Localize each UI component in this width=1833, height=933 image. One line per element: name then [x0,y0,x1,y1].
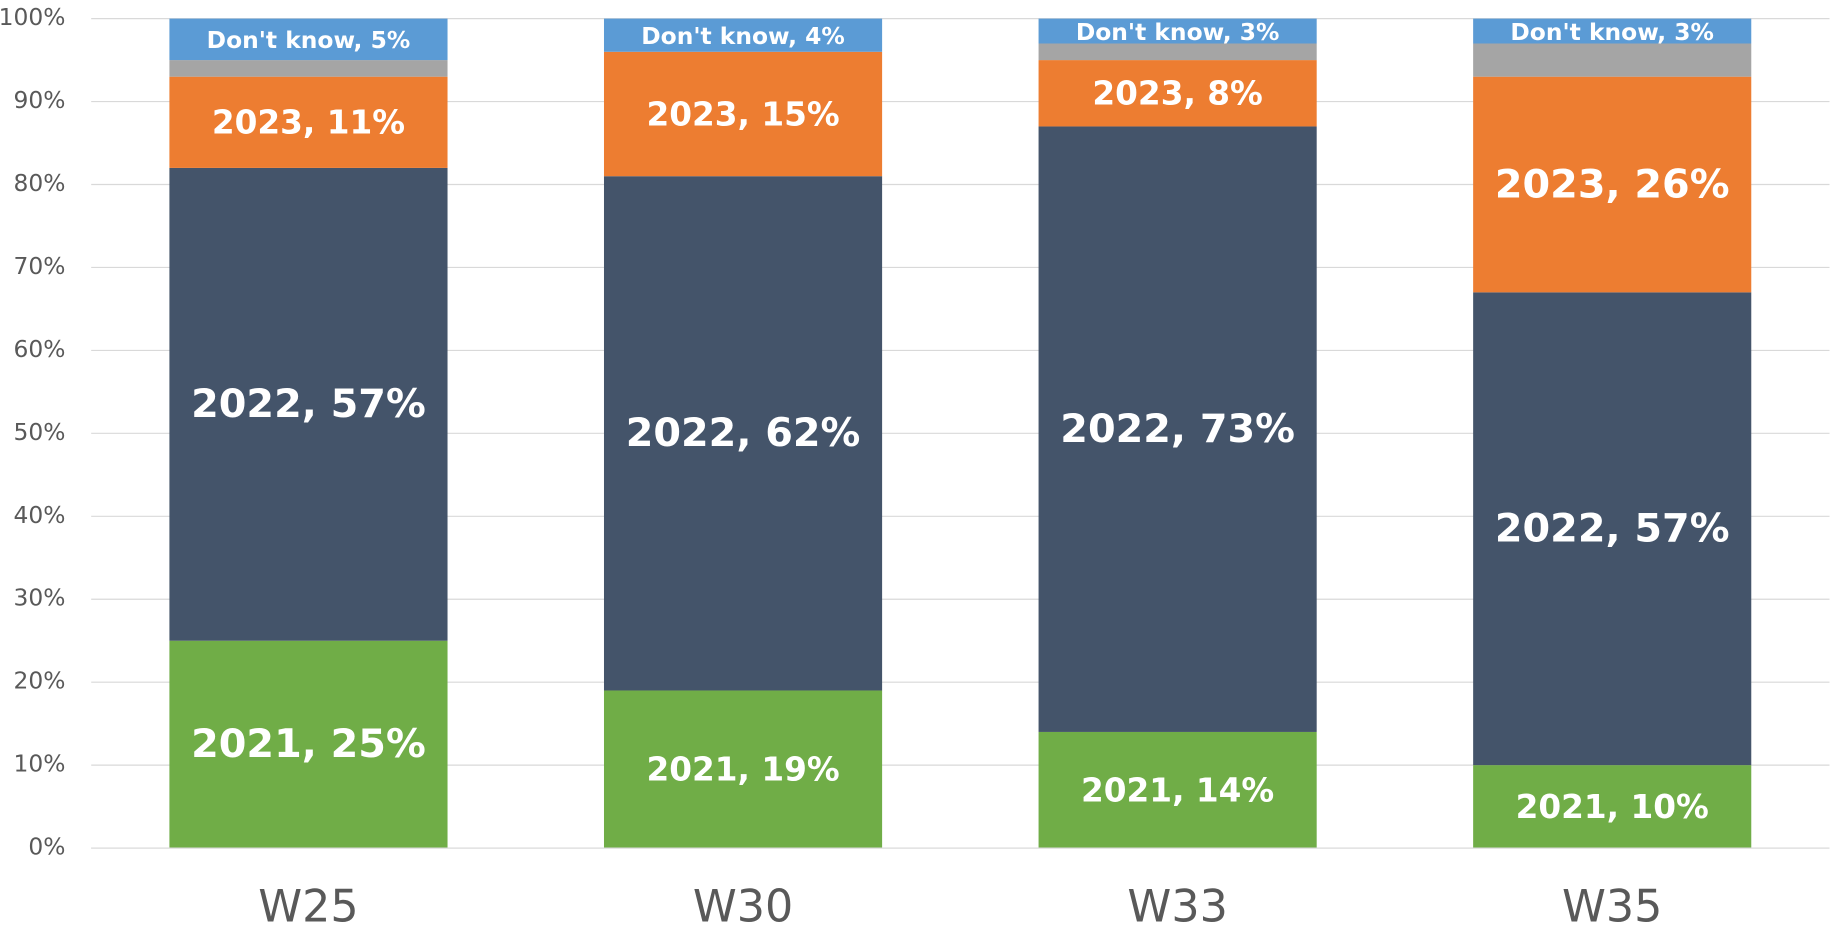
bar-segment [603,51,883,177]
data-label: Don't know, 5% [207,27,411,54]
bar-segment [603,176,883,691]
data-label: 2021, 10% [1516,788,1709,826]
bar-segment [1473,76,1752,293]
data-label: 2023, 11% [212,104,405,142]
x-tick-label: W33 [1127,882,1227,933]
y-tick-label: 50% [14,419,66,446]
bar-segment [603,690,883,849]
x-tick-label: W35 [1562,882,1662,933]
data-label: 2021, 19% [646,751,839,789]
y-tick-label: 60% [14,336,66,363]
data-label: 2022, 73% [1060,406,1295,452]
bar-segment [169,18,448,61]
data-label: 2022, 57% [1495,506,1730,552]
data-label: 2021, 25% [191,721,426,767]
bar-segment [169,60,448,77]
bar-segment [603,18,883,52]
data-label: 2023, 26% [1495,161,1730,207]
bar-segment [1038,18,1317,44]
bar-segment [1038,43,1317,61]
data-label: 2023, 15% [646,95,839,133]
y-tick-label: 10% [14,751,66,778]
data-label: 2023, 8% [1092,75,1262,113]
bar-segment [169,640,448,849]
data-label: 2021, 14% [1081,771,1274,809]
bar-segment [1038,126,1317,732]
bar-segment [1038,731,1317,849]
bar-segment [1473,765,1752,849]
y-tick-label: 30% [14,585,66,612]
data-label: Don't know, 4% [641,23,845,50]
bar-segment [1473,18,1752,44]
bar-segment [169,76,448,168]
y-tick-label: 100% [0,4,65,31]
bar-segment [1473,43,1752,77]
bar-segment [1038,60,1317,127]
y-tick-label: 80% [14,170,66,197]
data-label: 2022, 57% [191,381,426,427]
y-tick-label: 90% [14,87,66,114]
data-label: Don't know, 3% [1076,19,1280,46]
y-tick-label: 20% [14,668,66,695]
y-tick-label: 40% [14,502,66,529]
data-label: Don't know, 3% [1510,19,1714,46]
data-label: 2022, 62% [626,410,861,456]
y-tick-label: 70% [14,253,66,280]
x-tick-label: W30 [693,882,793,933]
y-tick-label: 0% [28,834,65,861]
bar-segment [1473,292,1752,766]
bar-segment [169,167,448,641]
x-tick-label: W25 [258,882,358,933]
